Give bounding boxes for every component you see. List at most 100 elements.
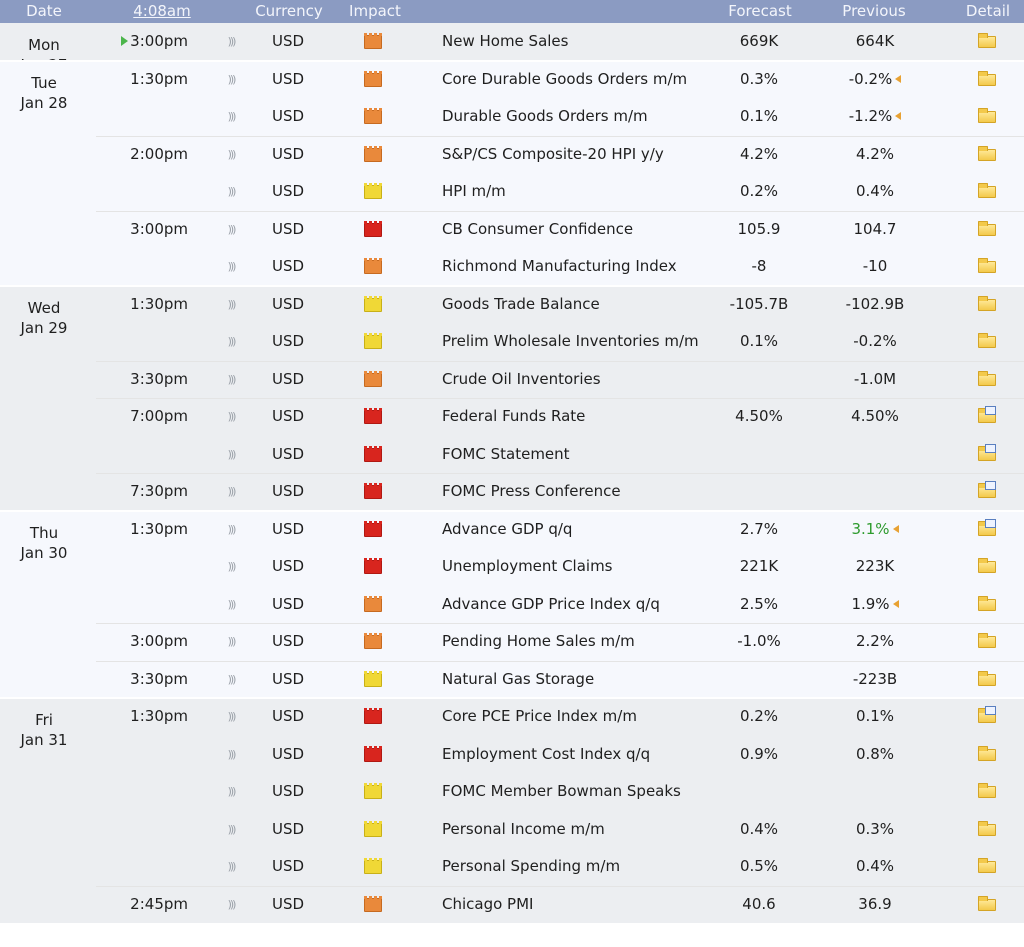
folder-icon[interactable]: [978, 858, 996, 873]
sound-alert-icon[interactable]: ))): [227, 822, 237, 836]
sound-alert-icon[interactable]: ))): [227, 185, 237, 198]
event-title[interactable]: HPI m/m: [442, 182, 506, 200]
folder-icon[interactable]: [978, 220, 996, 236]
event-row[interactable]: 2:00pm))) USD S&P/CS Composite-20 HPI y/y 4…: [0, 136, 1024, 174]
folder-icon[interactable]: [978, 633, 996, 648]
sound-alert-icon[interactable]: ))): [227, 260, 237, 273]
event-row[interactable]: 7:00pm))) USD Federal Funds Rate 4.50% 4.50%: [0, 398, 1024, 436]
folder-icon[interactable]: [978, 108, 996, 123]
sound-alert-icon[interactable]: ))): [227, 560, 237, 573]
event-row[interactable]: ))) USD Employment Cost Index q/q 0.9% 0.8%: [0, 736, 1024, 774]
event-row[interactable]: ))) USD Durable Goods Orders m/m 0.1% -1.2%: [0, 98, 1024, 136]
revised-flag-icon[interactable]: [892, 524, 899, 533]
folder-doc-icon[interactable]: [978, 706, 996, 723]
event-title[interactable]: Unemployment Claims: [442, 557, 613, 575]
folder-doc-icon[interactable]: [978, 406, 996, 423]
event-row[interactable]: ))) USD Prelim Wholesale Inventories m/m 0.…: [0, 323, 1024, 361]
folder-doc-icon[interactable]: [978, 518, 996, 536]
folder-doc-icon[interactable]: [978, 443, 996, 461]
event-title[interactable]: Prelim Wholesale Inventories m/m: [442, 332, 699, 350]
sound-alert-icon[interactable]: ))): [227, 110, 237, 123]
header-impact[interactable]: Impact: [349, 2, 401, 20]
event-title[interactable]: New Home Sales: [442, 32, 569, 50]
folder-icon[interactable]: [978, 670, 996, 686]
sound-alert-icon[interactable]: ))): [227, 297, 237, 311]
sound-alert-icon[interactable]: ))): [227, 522, 237, 536]
sound-alert-icon[interactable]: ))): [227, 147, 237, 161]
event-row[interactable]: ))) USD Richmond Manufacturing Index -8 -10: [0, 248, 1024, 286]
event-row[interactable]: ))) USD FOMC Member Bowman Speaks: [0, 773, 1024, 811]
event-row[interactable]: 3:30pm))) USD Crude Oil Inventories -1.0M: [0, 361, 1024, 399]
event-row[interactable]: 3:30pm))) USD Natural Gas Storage -223B: [0, 661, 1024, 699]
event-title[interactable]: Crude Oil Inventories: [442, 369, 601, 388]
folder-icon[interactable]: [978, 745, 996, 761]
sound-alert-icon[interactable]: ))): [227, 335, 237, 348]
event-title[interactable]: S&P/CS Composite-20 HPI y/y: [442, 144, 664, 163]
event-row[interactable]: ))) USD Personal Income m/m 0.4% 0.3%: [0, 811, 1024, 849]
folder-icon[interactable]: [978, 295, 996, 311]
folder-icon[interactable]: [978, 558, 996, 573]
folder-icon[interactable]: [978, 333, 996, 348]
sound-alert-icon[interactable]: ))): [227, 410, 237, 423]
event-title[interactable]: Durable Goods Orders m/m: [442, 107, 648, 125]
event-title[interactable]: FOMC Statement: [442, 444, 570, 463]
sound-alert-icon[interactable]: ))): [227, 72, 237, 86]
event-row[interactable]: 7:30pm))) USD FOMC Press Conference: [0, 473, 1024, 511]
event-title[interactable]: Employment Cost Index q/q: [442, 744, 651, 763]
header-current-time-link[interactable]: 4:08am: [133, 2, 191, 20]
revised-flag-icon[interactable]: [895, 112, 902, 120]
sound-alert-icon[interactable]: ))): [227, 785, 237, 798]
event-title[interactable]: FOMC Press Conference: [442, 482, 621, 500]
event-row[interactable]: 1:30pm))) USD Core PCE Price Index m/m 0.2%…: [0, 698, 1024, 736]
revised-flag-icon[interactable]: [895, 74, 902, 83]
event-title[interactable]: Goods Trade Balance: [442, 294, 600, 313]
sound-alert-icon[interactable]: ))): [227, 447, 237, 461]
revised-flag-icon[interactable]: [892, 599, 899, 608]
event-row[interactable]: 1:30pm))) USD Goods Trade Balance -105.7B -1…: [0, 286, 1024, 324]
sound-alert-icon[interactable]: ))): [227, 372, 237, 386]
folder-doc-icon[interactable]: [978, 481, 996, 498]
event-title[interactable]: CB Consumer Confidence: [442, 219, 634, 238]
event-title[interactable]: Chicago PMI: [442, 894, 534, 913]
sound-alert-icon[interactable]: ))): [227, 747, 237, 761]
event-row[interactable]: 2:45pm))) USD Chicago PMI 40.6 36.9: [0, 886, 1024, 924]
sound-alert-icon[interactable]: ))): [227, 860, 237, 873]
event-title[interactable]: Personal Income m/m: [442, 819, 605, 838]
event-row[interactable]: 3:00pm))) USD CB Consumer Confidence 105.9 1…: [0, 211, 1024, 249]
folder-icon[interactable]: [978, 595, 996, 611]
event-title[interactable]: Natural Gas Storage: [442, 669, 595, 688]
sound-alert-icon[interactable]: ))): [227, 710, 237, 723]
sound-alert-icon[interactable]: ))): [227, 897, 237, 911]
sound-alert-icon[interactable]: ))): [227, 597, 237, 611]
folder-icon[interactable]: [978, 145, 996, 161]
header-currency[interactable]: Currency: [255, 2, 323, 20]
event-row[interactable]: 3:00pm))) USD Pending Home Sales m/m -1.0% 2…: [0, 623, 1024, 661]
folder-icon[interactable]: [978, 183, 996, 198]
event-row[interactable]: ))) USD Unemployment Claims 221K 223K: [0, 548, 1024, 586]
folder-icon[interactable]: [978, 820, 996, 836]
folder-icon[interactable]: [978, 783, 996, 798]
event-title[interactable]: Advance GDP Price Index q/q: [442, 594, 660, 613]
event-row[interactable]: ))) USD Advance GDP Price Index q/q 2.5% 1.9…: [0, 586, 1024, 624]
event-title[interactable]: Richmond Manufacturing Index: [442, 257, 677, 275]
event-row[interactable]: 1:30pm))) USD Advance GDP q/q 2.7% 3.1%: [0, 511, 1024, 549]
event-title[interactable]: Core Durable Goods Orders m/m: [442, 69, 688, 88]
event-row[interactable]: ))) USD Personal Spending m/m 0.5% 0.4%: [0, 848, 1024, 886]
sound-alert-icon[interactable]: ))): [227, 635, 237, 648]
sound-alert-icon[interactable]: ))): [227, 222, 237, 236]
folder-icon[interactable]: [978, 33, 996, 48]
event-row[interactable]: ))) USD HPI m/m 0.2% 0.4%: [0, 173, 1024, 211]
sound-alert-icon[interactable]: ))): [227, 35, 237, 48]
event-title[interactable]: Core PCE Price Index m/m: [442, 707, 637, 725]
event-title[interactable]: FOMC Member Bowman Speaks: [442, 782, 681, 800]
sound-alert-icon[interactable]: ))): [227, 672, 237, 686]
folder-icon[interactable]: [978, 258, 996, 273]
sound-alert-icon[interactable]: ))): [227, 485, 237, 498]
folder-icon[interactable]: [978, 895, 996, 911]
folder-icon[interactable]: [978, 370, 996, 386]
event-row[interactable]: 3:00pm))) USD New Home Sales 669K 664K: [0, 23, 1024, 61]
event-title[interactable]: Federal Funds Rate: [442, 407, 586, 425]
event-title[interactable]: Pending Home Sales m/m: [442, 632, 635, 650]
event-row[interactable]: ))) USD FOMC Statement: [0, 436, 1024, 474]
event-title[interactable]: Advance GDP q/q: [442, 519, 573, 538]
